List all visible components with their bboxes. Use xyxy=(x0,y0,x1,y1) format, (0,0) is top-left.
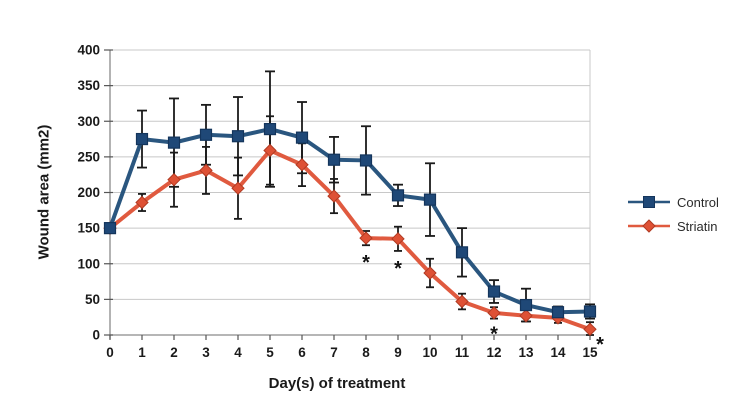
x-tick-label: 12 xyxy=(486,345,501,360)
x-axis-title: Day(s) of treatment xyxy=(268,375,406,392)
data-point-marker xyxy=(231,181,245,195)
y-tick-label: 150 xyxy=(77,221,100,236)
y-tick-label: 300 xyxy=(77,114,100,129)
data-point-marker xyxy=(359,154,373,167)
legend-label-control: Control xyxy=(677,194,719,210)
asterisk-annotation: * xyxy=(596,334,604,356)
x-tick-label: 11 xyxy=(455,345,470,360)
y-tick-label: 250 xyxy=(77,149,100,164)
x-tick-label: 5 xyxy=(266,345,274,360)
x-tick-label: 0 xyxy=(106,345,114,360)
y-tick-label: 0 xyxy=(92,328,100,343)
data-point-marker xyxy=(487,285,501,298)
data-point-marker xyxy=(103,222,117,235)
legend-item-striatin: Striatin xyxy=(628,214,719,238)
data-point-marker xyxy=(583,305,597,318)
asterisk-annotation: * xyxy=(362,252,370,274)
data-point-marker xyxy=(487,306,501,320)
x-tick-label: 8 xyxy=(362,345,370,360)
x-tick-label: 7 xyxy=(330,345,338,360)
data-point-marker xyxy=(167,172,181,187)
axes xyxy=(104,49,591,340)
y-axis-tick-labels: 0 50 100 150 200 250 300 350 400 xyxy=(77,43,100,343)
data-point-marker xyxy=(359,231,373,245)
data-point-marker xyxy=(519,309,533,323)
data-point-marker xyxy=(199,128,213,141)
x-tick-label: 2 xyxy=(170,345,178,360)
data-point-marker xyxy=(263,143,277,158)
data-point-marker xyxy=(423,193,437,206)
legend-label-striatin: Striatin xyxy=(677,218,718,234)
y-tick-label: 100 xyxy=(77,256,100,271)
data-point-marker xyxy=(327,189,341,203)
y-tick-label: 400 xyxy=(77,43,100,58)
legend-item-control: Control xyxy=(628,190,719,214)
data-point-marker xyxy=(295,158,309,172)
x-tick-label: 1 xyxy=(138,345,146,360)
series-control xyxy=(103,122,597,319)
x-tick-label: 10 xyxy=(422,345,437,360)
series-striatin xyxy=(103,143,597,337)
data-point-marker xyxy=(295,131,309,144)
x-tick-label: 4 xyxy=(234,345,242,360)
asterisk-annotation: * xyxy=(394,258,402,280)
x-tick-label: 9 xyxy=(394,345,402,360)
data-point-marker xyxy=(519,298,533,312)
data-point-marker xyxy=(327,153,341,166)
error-bars xyxy=(137,70,595,336)
x-tick-label: 14 xyxy=(550,345,566,360)
data-point-marker xyxy=(391,189,405,202)
x-tick-label: 13 xyxy=(518,345,534,360)
data-point-marker xyxy=(391,232,405,246)
data-point-marker xyxy=(263,122,277,136)
data-point-marker xyxy=(199,163,213,178)
x-tick-label: 3 xyxy=(202,345,210,360)
y-tick-label: 350 xyxy=(77,78,100,93)
significance-asterisks: * * * * xyxy=(362,252,604,356)
data-point-marker xyxy=(135,195,149,210)
data-point-marker xyxy=(423,266,437,280)
data-point-marker xyxy=(167,136,181,149)
y-tick-label: 50 xyxy=(85,292,100,307)
data-point-marker xyxy=(135,132,149,146)
x-tick-label: 6 xyxy=(298,345,306,360)
x-axis-tick-labels: 0 1 2 3 4 5 6 7 8 9 10 11 12 13 14 15 xyxy=(106,345,598,360)
control-legend-marker-icon xyxy=(628,196,670,208)
striatin-legend-marker-icon xyxy=(628,219,670,233)
data-point-marker xyxy=(551,306,565,319)
y-tick-label: 200 xyxy=(77,185,100,200)
x-tick-label: 15 xyxy=(582,345,598,360)
y-axis-title: Wound area (mm2) xyxy=(35,124,53,260)
gridlines xyxy=(110,49,591,335)
legend: Control Striatin xyxy=(628,190,719,238)
data-point-marker xyxy=(231,130,245,143)
data-point-marker xyxy=(583,322,597,337)
data-point-marker xyxy=(455,246,469,259)
data-point-marker xyxy=(455,294,469,309)
asterisk-annotation: * xyxy=(490,324,498,346)
